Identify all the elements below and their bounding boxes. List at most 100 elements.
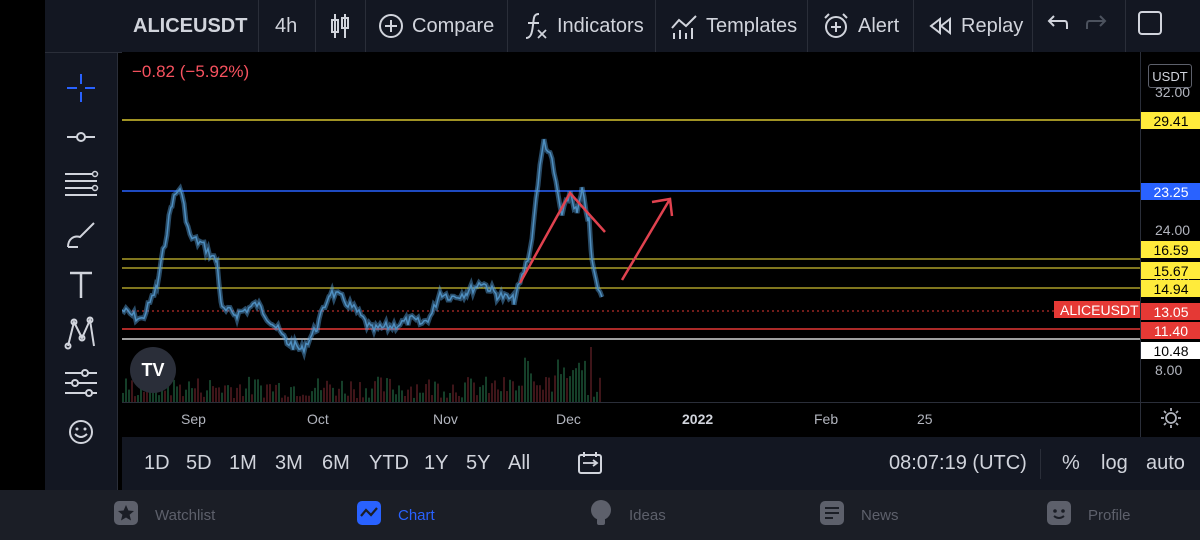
volume-bar xyxy=(257,379,259,402)
date-range-icon[interactable] xyxy=(577,451,603,480)
pattern-tool-icon[interactable] xyxy=(45,313,117,353)
price-level-tag: 29.41 xyxy=(1141,112,1200,129)
volume-bar xyxy=(470,378,472,402)
auto-toggle[interactable]: auto xyxy=(1146,452,1185,474)
volume-bar xyxy=(248,376,250,402)
range-button[interactable]: All xyxy=(508,452,531,474)
chart-settings-button[interactable] xyxy=(1140,402,1200,437)
volume-bar xyxy=(488,392,490,402)
log-toggle[interactable]: log xyxy=(1101,452,1128,474)
redo-button[interactable] xyxy=(1085,0,1109,52)
indicators-button[interactable]: Indicators xyxy=(523,0,644,52)
nav-watchlist[interactable]: Watchlist xyxy=(113,490,215,540)
trend-line-icon[interactable] xyxy=(45,117,117,157)
interval-label: 4h xyxy=(275,14,298,37)
volume-bar xyxy=(206,390,208,402)
range-button[interactable]: 6M xyxy=(322,452,350,474)
volume-bar xyxy=(545,377,547,402)
volume-bar xyxy=(122,392,124,402)
volume-bar xyxy=(515,390,517,402)
fib-tool-icon[interactable] xyxy=(45,165,117,205)
compare-label: Compare xyxy=(412,14,495,37)
price-chart[interactable] xyxy=(120,52,1140,402)
volume-bar xyxy=(155,391,157,402)
symbol-label: ALICEUSDT xyxy=(133,14,248,37)
nav-label: Profile xyxy=(1088,506,1131,524)
volume-bar xyxy=(584,360,586,402)
percent-toggle[interactable]: % xyxy=(1062,452,1080,474)
volume-bar xyxy=(599,377,601,402)
crosshair-icon[interactable] xyxy=(45,68,117,108)
time-axis[interactable]: Sep Oct Nov Dec 2022 Feb 25 xyxy=(122,402,1140,437)
range-button[interactable]: 1Y xyxy=(424,452,449,474)
volume-bar xyxy=(542,389,544,402)
alarm-clock-icon xyxy=(822,12,850,40)
time-tick: Sep xyxy=(181,411,206,427)
brush-icon[interactable] xyxy=(45,215,117,255)
nav-news[interactable]: News xyxy=(819,490,899,540)
plus-circle-icon xyxy=(378,13,404,39)
volume-bar xyxy=(329,384,331,402)
text-tool-icon[interactable] xyxy=(45,265,117,305)
undo-button[interactable] xyxy=(1045,0,1069,52)
volume-bar xyxy=(353,389,355,402)
chart-pane[interactable]: −0.82 (−5.92%) TV ALICEUSDT xyxy=(120,52,1145,402)
time-zone-button[interactable]: 08:07:19 (UTC) xyxy=(889,437,1027,490)
volume-bar xyxy=(290,387,292,402)
volume-bar xyxy=(581,370,583,402)
price-series xyxy=(121,139,603,355)
volume-bar xyxy=(491,383,493,402)
volume-bar xyxy=(239,384,241,402)
compare-button[interactable]: Compare xyxy=(378,0,494,52)
lightbulb-icon xyxy=(589,499,613,531)
volume-bar xyxy=(524,357,526,402)
templates-button[interactable]: Templates xyxy=(670,0,797,52)
volume-bar xyxy=(131,380,133,402)
volume-bar xyxy=(176,386,178,402)
range-button[interactable]: 5D xyxy=(186,452,212,474)
nav-profile[interactable]: Profile xyxy=(1046,490,1131,540)
forecast-arrow xyxy=(620,198,672,281)
range-button[interactable]: 3M xyxy=(275,452,303,474)
fullscreen-button[interactable] xyxy=(1137,0,1163,52)
volume-bar xyxy=(335,395,337,402)
volume-bar xyxy=(572,370,574,402)
undo-icon xyxy=(1045,13,1069,39)
range-button[interactable]: 1M xyxy=(229,452,257,474)
time-tick: 25 xyxy=(917,411,933,427)
replay-button[interactable]: Replay xyxy=(929,0,1023,52)
measure-tool-icon[interactable] xyxy=(45,363,117,403)
currency-label[interactable]: USDT xyxy=(1148,64,1192,88)
volume-bar xyxy=(143,391,145,402)
range-button[interactable]: 1D xyxy=(144,452,170,474)
volume-bar xyxy=(377,376,379,402)
range-button[interactable]: YTD xyxy=(369,452,409,474)
volume-bar xyxy=(227,385,229,402)
volume-bar xyxy=(323,387,325,402)
tradingview-logo[interactable]: TV xyxy=(130,347,176,393)
volume-bar xyxy=(302,394,304,402)
bottom-navigation: Watchlist Chart Ideas News Profile xyxy=(0,490,1200,540)
volume-bar xyxy=(476,395,478,402)
volume-bar xyxy=(497,389,499,402)
nav-chart[interactable]: Chart xyxy=(356,490,435,540)
symbol-button[interactable]: ALICEUSDT xyxy=(133,0,247,52)
indicators-label: Indicators xyxy=(557,14,644,37)
volume-bar xyxy=(548,377,550,402)
templates-icon xyxy=(670,12,698,40)
nav-ideas[interactable]: Ideas xyxy=(589,490,666,540)
function-icon xyxy=(523,11,549,41)
chart-style-button[interactable] xyxy=(330,0,358,52)
price-level-tag: 15.67 xyxy=(1141,262,1200,279)
volume-bar xyxy=(533,381,535,402)
volume-bar xyxy=(179,384,181,402)
interval-button[interactable]: 4h xyxy=(275,0,297,52)
clock-label: 08:07:19 (UTC) xyxy=(889,452,1027,474)
volume-bar xyxy=(512,381,514,402)
range-button[interactable]: 5Y xyxy=(466,452,491,474)
emoji-icon[interactable] xyxy=(45,412,117,452)
volume-bar xyxy=(278,383,280,402)
volume-bar xyxy=(410,386,412,402)
alert-button[interactable]: Alert xyxy=(822,0,899,52)
